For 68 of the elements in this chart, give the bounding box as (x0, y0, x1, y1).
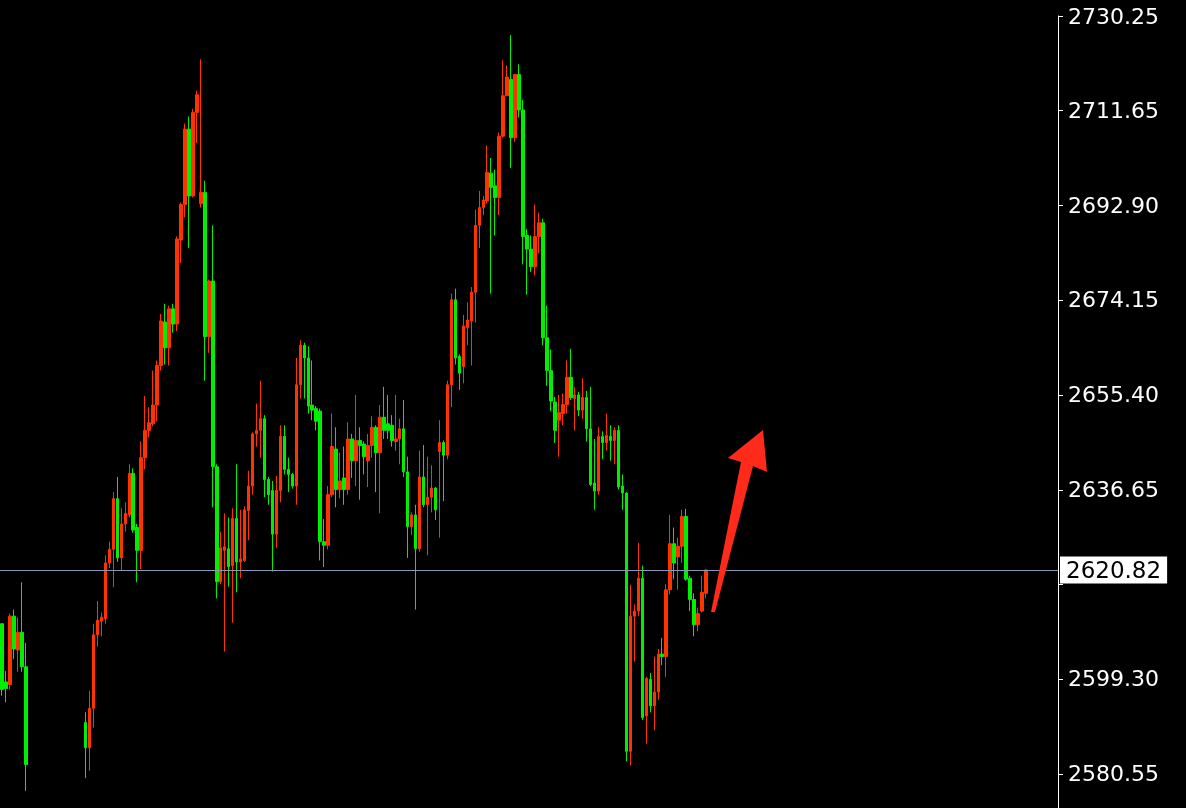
y-tick-label: 2580.55 (1068, 761, 1159, 787)
candlestick (509, 34, 513, 169)
candlestick (227, 516, 230, 588)
candlestick (271, 480, 274, 573)
candlestick (513, 73, 517, 143)
candlestick (16, 617, 20, 673)
candlestick (533, 204, 537, 276)
ref-line-label: 2620.82 (1066, 556, 1162, 583)
candlestick (601, 430, 604, 460)
candlestick (410, 511, 413, 536)
candlestick (223, 512, 226, 653)
candlestick (696, 607, 700, 632)
candlestick (334, 426, 338, 508)
candlestick (171, 303, 175, 334)
y-tick-label: 2599.30 (1068, 666, 1159, 692)
candlestick (382, 386, 386, 440)
candlestick (629, 584, 632, 766)
y-tick-label: 2692.90 (1068, 192, 1159, 218)
candlestick (422, 444, 425, 508)
candlestick (442, 439, 445, 502)
candlestick (649, 672, 652, 713)
candlestick (203, 180, 207, 382)
candlestick (414, 504, 417, 611)
candlestick (557, 394, 561, 458)
y-tick-label: 2655.40 (1068, 382, 1159, 408)
candlestick (235, 463, 238, 593)
candlestick (187, 115, 191, 249)
candlestick (112, 491, 115, 588)
candlestick (374, 424, 378, 493)
candlestick (577, 391, 580, 417)
candlestick (438, 419, 441, 539)
candlestick (378, 404, 382, 514)
candlestick (358, 426, 362, 501)
candlestick (573, 386, 576, 431)
candlestick (116, 476, 119, 563)
candlestick (239, 509, 242, 579)
candlestick (418, 450, 421, 553)
candlestick (350, 433, 354, 479)
candlestick (597, 426, 600, 496)
candlestick (605, 413, 608, 452)
candlestick (609, 424, 612, 462)
candlestick (342, 446, 346, 506)
candlestick (338, 452, 342, 499)
candlestick (8, 613, 12, 691)
candlestick (231, 507, 234, 624)
candlestick (163, 303, 167, 366)
candlestick (641, 565, 644, 721)
candlestick (199, 58, 203, 209)
y-tick-label: 2730.25 (1068, 3, 1159, 29)
y-tick-label: 2674.15 (1068, 287, 1159, 313)
candlestick (672, 527, 676, 580)
candlestick (645, 676, 648, 745)
y-tick-label: 2711.65 (1068, 97, 1159, 123)
candlestick (354, 394, 358, 487)
candlestick (207, 278, 211, 354)
y-tick-label: 2636.65 (1068, 477, 1159, 503)
candlestick (426, 456, 429, 556)
candlestick (84, 711, 87, 779)
candlestick (434, 486, 437, 521)
candlestick (259, 380, 262, 459)
candlestick (167, 305, 171, 367)
candlestick (12, 609, 16, 660)
candlestick (569, 348, 573, 401)
candlestick (489, 157, 493, 295)
candlestick (660, 637, 664, 666)
candlestick (581, 377, 584, 420)
candlestick (613, 426, 616, 465)
candlestick (346, 421, 350, 496)
